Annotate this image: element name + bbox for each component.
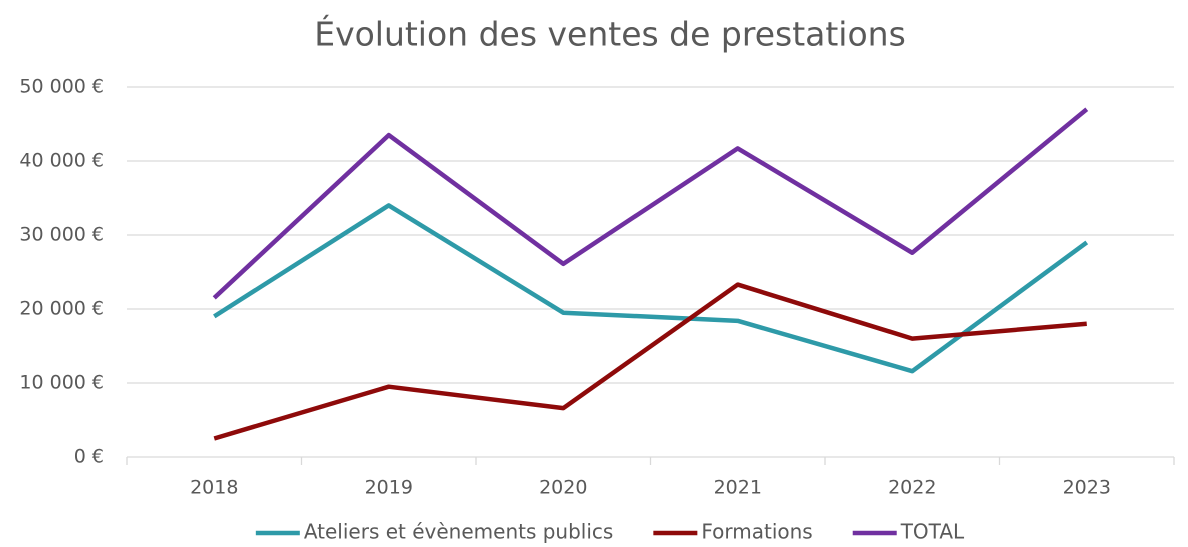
y-tick-label: 20 000 €: [19, 298, 104, 320]
legend-label: Ateliers et évènements publics: [304, 520, 614, 544]
series-line: [212, 107, 1089, 300]
y-tick-label: 40 000 €: [19, 150, 104, 172]
series-line: [213, 282, 1087, 441]
x-tick-label: 2022: [888, 477, 936, 499]
x-tick-label: 2018: [190, 477, 238, 499]
y-tick-label: 0 €: [74, 446, 104, 468]
y-tick-label: 30 000 €: [19, 224, 104, 246]
x-tick-label: 2021: [714, 477, 762, 499]
legend-label: TOTAL: [900, 520, 965, 544]
legend-label: Formations: [701, 520, 812, 544]
x-tick-label: 2020: [539, 477, 587, 499]
chart-title: Évolution des ventes de prestations: [314, 14, 906, 54]
y-tick-label: 10 000 €: [19, 372, 104, 394]
series-line: [213, 203, 1089, 374]
x-tick-label: 2023: [1063, 477, 1111, 499]
x-tick-label: 2019: [365, 477, 413, 499]
y-tick-label: 50 000 €: [19, 76, 104, 98]
